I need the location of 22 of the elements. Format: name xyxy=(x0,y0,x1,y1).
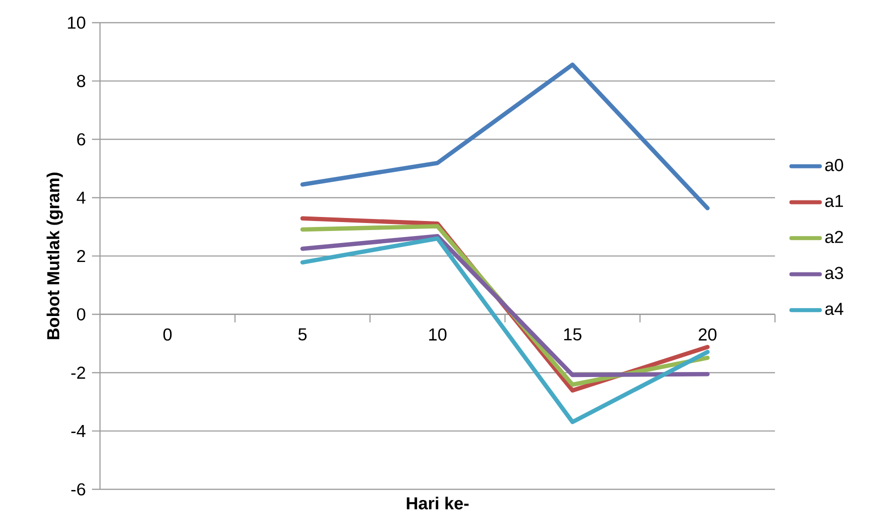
legend-label: a4 xyxy=(825,302,844,315)
legend-label: a2 xyxy=(825,230,843,244)
y-tick-label: 2 xyxy=(77,250,86,262)
y-tick-label: -6 xyxy=(71,483,86,496)
y-tick-label: -4 xyxy=(71,425,86,437)
x-axis-title: Hari ke- xyxy=(406,496,469,510)
x-tick-label: 20 xyxy=(698,328,716,341)
legend-label: a1 xyxy=(825,194,843,208)
y-tick-label: 8 xyxy=(77,74,86,88)
y-tick-label: 6 xyxy=(77,133,86,146)
x-tick-label: 0 xyxy=(163,328,172,341)
x-tick-label: 10 xyxy=(429,328,446,341)
x-tick-label: 15 xyxy=(564,328,582,340)
legend-label: a3 xyxy=(825,266,844,280)
y-tick-label: 0 xyxy=(76,308,86,320)
y-tick-label: 4 xyxy=(76,192,86,204)
y-tick-label: 10 xyxy=(68,16,86,29)
x-tick-label: 5 xyxy=(298,328,307,340)
line-series xyxy=(300,62,710,210)
y-axis-title: Bobot Mutlak (gram) xyxy=(46,172,63,340)
y-tick-label: -2 xyxy=(71,366,86,379)
legend-label: a0 xyxy=(825,158,844,172)
